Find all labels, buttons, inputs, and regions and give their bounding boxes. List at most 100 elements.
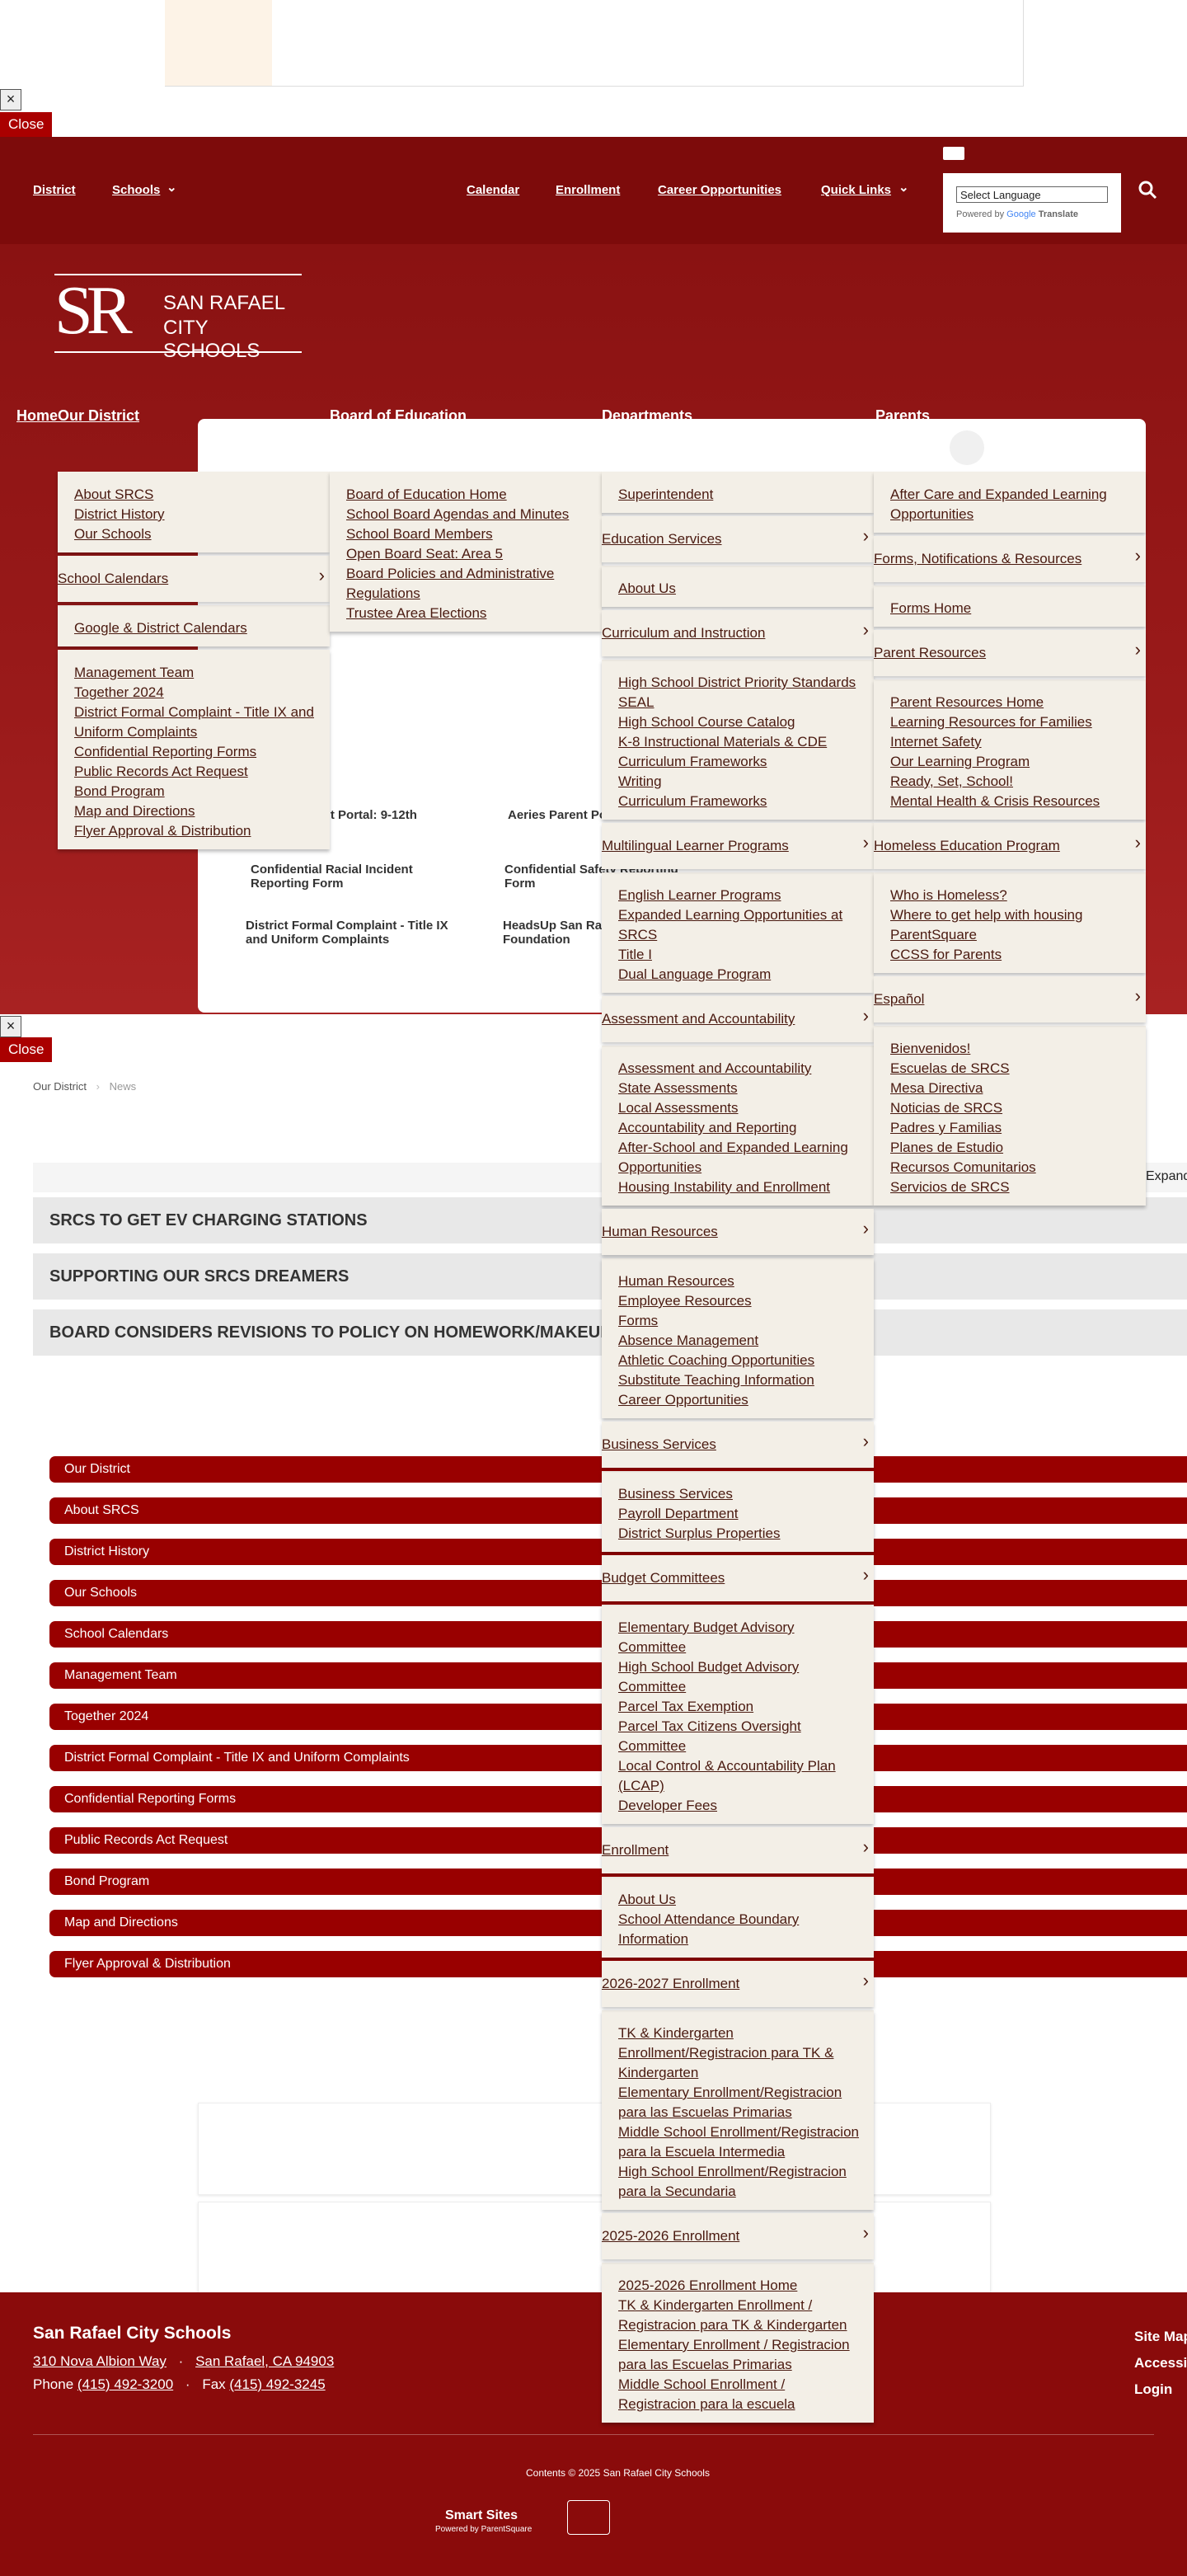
menu-heading[interactable]: 2026-2027 Enrollment (602, 1961, 874, 2007)
menu-link[interactable]: English Learner Programs (618, 887, 781, 903)
menu-link[interactable]: Developer Fees (618, 1798, 718, 1813)
menu-heading[interactable]: Parent Resources (874, 630, 1146, 676)
menu-link[interactable]: High School Course Catalog (618, 714, 795, 730)
close-x[interactable]: × (0, 1016, 21, 1037)
menu-link[interactable]: Servicios de SRCS (890, 1179, 1010, 1195)
menu-link[interactable]: Management Team (74, 665, 195, 680)
menu-link[interactable]: School Board Members (346, 526, 493, 542)
menu-link[interactable]: Forms (618, 1313, 659, 1328)
menu-link[interactable]: Planes de Estudio (890, 1140, 1004, 1155)
menu-link[interactable]: Elementary Budget Advisory Committee (618, 1619, 795, 1655)
menu-heading[interactable]: Business Services (602, 1422, 874, 1468)
menu-heading[interactable]: Multilingual Learner Programs (602, 823, 874, 869)
menu-link[interactable]: 2025-2026 Enrollment Home (618, 2278, 798, 2293)
menu-link[interactable]: Human Resources (618, 1273, 734, 1289)
menu-link[interactable]: Flyer Approval & Distribution (74, 823, 251, 839)
menu-link[interactable]: Parcel Tax Citizens Oversight Committee (618, 1718, 801, 1754)
footer-link[interactable]: Site Map (1134, 2329, 1187, 2344)
play-button[interactable] (567, 2500, 610, 2535)
menu-link[interactable]: Mesa Directiva (890, 1080, 983, 1096)
close-x[interactable]: × (0, 89, 21, 110)
nav-link[interactable]: Career Opportunities (658, 183, 782, 197)
menu-link[interactable]: SEAL (618, 694, 654, 710)
menu-heading[interactable]: Budget Committees (602, 1555, 874, 1601)
footer-link[interactable]: Accessibility (1134, 2355, 1187, 2371)
menu-heading[interactable]: Education Services (602, 516, 874, 562)
menu-link[interactable]: Forms Home (890, 600, 972, 616)
modal-close[interactable] (950, 430, 984, 465)
menu-link[interactable]: TK & Kindergarten Enrollment/Registracio… (618, 2025, 834, 2080)
footer-link[interactable]: Login (1134, 2381, 1173, 2397)
menu-link[interactable]: Substitute Teaching Information (618, 1372, 814, 1388)
menu-heading[interactable]: 2025-2026 Enrollment (602, 2213, 874, 2259)
menu-link[interactable]: Padres y Familias (890, 1120, 1002, 1135)
menu-heading[interactable]: Enrollment (602, 1827, 874, 1873)
language-select[interactable]: Select Language (956, 186, 1108, 203)
menu-link[interactable]: Dual Language Program (618, 966, 772, 982)
menu-heading[interactable]: Human Resources (602, 1209, 874, 1255)
menu-link[interactable]: Superintendent (618, 487, 714, 502)
menu-link[interactable]: District Surplus Properties (618, 1525, 781, 1541)
menu-link[interactable]: Elementary Enrollment/Registracion para … (618, 2085, 842, 2120)
menu-heading[interactable]: Assessment and Accountability (602, 996, 874, 1042)
menu-link[interactable]: About Us (618, 1892, 676, 1907)
nav-link[interactable]: Enrollment (556, 183, 621, 197)
menu-link[interactable]: After-School and Expanded Learning Oppor… (618, 1140, 848, 1175)
menu-link[interactable]: Curriculum Frameworks (618, 793, 767, 809)
nav-link[interactable]: Quick Links (821, 183, 892, 197)
menu-link[interactable]: Athletic Coaching Opportunities (618, 1352, 815, 1368)
menu-link[interactable]: Accountability and Reporting (618, 1120, 797, 1135)
menu-link[interactable]: Elementary Enrollment / Registracion par… (618, 2337, 850, 2372)
menu-link[interactable]: Parcel Tax Exemption (618, 1699, 754, 1714)
menu-link[interactable]: Google & District Calendars (74, 620, 247, 636)
menu-header[interactable]: Home (16, 407, 59, 424)
menu-link[interactable]: High School District Priority Standards (618, 675, 856, 690)
menu-link[interactable]: High School Enrollment/Registracion para… (618, 2164, 847, 2199)
menu-link[interactable]: School Board Agendas and Minutes (346, 506, 570, 522)
menu-link[interactable]: CCSS for Parents (890, 947, 1002, 962)
menu-link[interactable]: K-8 Instructional Materials & CDE Curric… (618, 734, 828, 769)
menu-link[interactable]: Learning Resources for Families (890, 714, 1092, 730)
city[interactable]: San Rafael, CA 94903 (195, 2353, 335, 2369)
menu-link[interactable]: Parent Resources Home (890, 694, 1044, 710)
menu-link[interactable]: Title I (618, 947, 652, 962)
menu-link[interactable]: Middle School Enrollment/Registracion pa… (618, 2124, 859, 2160)
menu-link[interactable]: Map and Directions (74, 803, 195, 819)
menu-link[interactable]: Assessment and Accountability (618, 1060, 812, 1076)
menu-link[interactable]: Bienvenidos! (890, 1041, 971, 1056)
close-button[interactable]: Close (0, 112, 53, 137)
menu-link[interactable]: Trustee Area Elections (346, 605, 487, 621)
menu-link[interactable]: Open Board Seat: Area 5 (346, 546, 503, 562)
menu-link[interactable]: About SRCS (74, 487, 154, 502)
menu-link[interactable]: ParentSquare (890, 927, 977, 942)
fax[interactable]: (415) 492-3245 (229, 2376, 326, 2392)
search-icon[interactable] (1138, 180, 1157, 200)
menu-link[interactable]: Public Records Act Request (74, 764, 248, 779)
menu-link[interactable]: Employee Resources (618, 1293, 752, 1309)
menu-heading[interactable]: Curriculum and Instruction (602, 610, 874, 656)
menu-link[interactable]: School Attendance Boundary Information (618, 1911, 800, 1947)
menu-link[interactable]: Career Opportunities (618, 1392, 748, 1408)
menu-link[interactable]: Our Schools (74, 526, 152, 542)
menu-link[interactable]: Board of Education Home (346, 487, 507, 502)
menu-link[interactable]: Mental Health & Crisis Resources (890, 793, 1100, 809)
street[interactable]: 310 Nova Albion Way (33, 2353, 167, 2369)
phone[interactable]: (415) 492-3200 (77, 2376, 174, 2392)
menu-link[interactable]: Middle School Enrollment / Registracion … (618, 2376, 795, 2412)
close-button[interactable]: Close (0, 1037, 53, 1062)
menu-heading[interactable]: Forms, Notifications & Resources (874, 536, 1146, 582)
menu-link[interactable]: Board Policies and Administrative Regula… (346, 566, 555, 601)
menu-link[interactable]: Internet Safety (890, 734, 982, 750)
menu-link[interactable]: Housing Instability and Enrollment (618, 1179, 831, 1195)
nav-link[interactable]: Schools (112, 183, 161, 197)
menu-link[interactable]: Together 2024 (74, 684, 164, 700)
menu-link[interactable]: Where to get help with housing (890, 907, 1083, 923)
menu-link[interactable]: District History (74, 506, 165, 522)
menu-link[interactable]: Local Control & Accountability Plan (LCA… (618, 1758, 836, 1793)
nav-link[interactable]: Calendar (467, 183, 520, 197)
menu-link[interactable]: High School Budget Advisory Committee (618, 1659, 800, 1695)
menu-link[interactable]: Writing (618, 773, 662, 789)
crumb[interactable]: Our District (33, 1080, 87, 1093)
menu-link[interactable]: Recursos Comunitarios (890, 1159, 1036, 1175)
quick-tile[interactable]: District Formal Complaint - Title IX and… (246, 919, 448, 947)
